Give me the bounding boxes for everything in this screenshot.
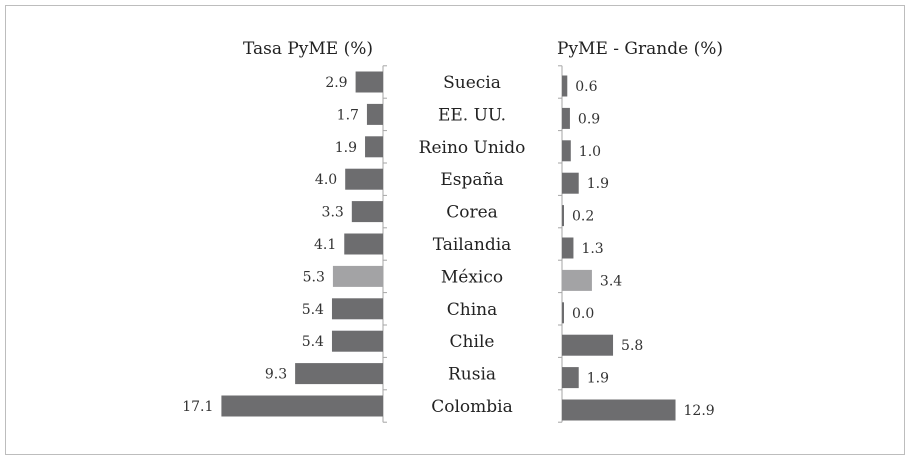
left-bar-value-label: 4.1 <box>314 237 336 253</box>
chart-frame <box>5 5 905 455</box>
category-label: España <box>440 170 503 190</box>
left-bar-value-label: 4.0 <box>315 172 337 188</box>
right-bar-value-label: 0.6 <box>575 79 597 95</box>
category-label: Tailandia <box>433 235 512 255</box>
category-label: Corea <box>446 203 498 223</box>
right-bar-value-label: 0.9 <box>578 111 600 127</box>
category-label: Reino Unido <box>419 138 526 158</box>
right-bar-value-label: 1.0 <box>579 144 601 160</box>
left-bar-value-label: 2.9 <box>325 75 347 91</box>
left-bar <box>366 103 383 125</box>
left-bar-value-label: 3.3 <box>322 205 344 221</box>
right-bar-value-label: 1.9 <box>587 176 609 192</box>
right-bar <box>562 399 676 421</box>
category-label: Chile <box>450 332 495 352</box>
right-bar <box>562 237 574 259</box>
right-bar-value-label: 12.9 <box>684 403 715 419</box>
left-bar <box>344 233 383 255</box>
right-bar-value-label: 0.0 <box>572 306 594 322</box>
right-bar <box>562 334 614 356</box>
left-bar-value-label: 5.4 <box>302 334 324 350</box>
left-bar-value-label: 5.4 <box>302 302 324 318</box>
left-series-title: Tasa PyME (%) <box>243 39 373 59</box>
left-bar <box>355 71 383 93</box>
left-bar <box>351 201 383 223</box>
right-bar <box>562 75 568 97</box>
right-bar <box>562 302 564 324</box>
right-bar <box>562 205 564 227</box>
left-bar <box>331 298 383 320</box>
right-bar <box>562 107 570 129</box>
right-bar <box>562 367 579 389</box>
category-label: México <box>441 267 503 287</box>
right-bar-value-label: 1.9 <box>587 371 609 387</box>
right-bar-value-label: 0.2 <box>572 209 594 225</box>
left-bar <box>295 363 383 385</box>
left-bar-value-label: 9.3 <box>265 367 287 383</box>
right-bar-value-label: 5.8 <box>621 338 643 354</box>
left-bar-value-label: 17.1 <box>182 399 213 415</box>
right-bar <box>562 140 571 162</box>
category-label: Suecia <box>443 73 501 93</box>
left-bar <box>365 136 383 158</box>
category-label: EE. UU. <box>438 105 506 125</box>
right-bar <box>562 172 579 194</box>
left-bar <box>331 330 383 352</box>
right-bar-value-label: 1.3 <box>581 241 603 257</box>
left-bar <box>221 395 383 417</box>
left-bar-value-label: 1.9 <box>335 140 357 156</box>
left-bar <box>345 168 383 190</box>
category-label: China <box>447 300 497 320</box>
right-series-title: PyME - Grande (%) <box>557 39 723 59</box>
category-label: Rusia <box>448 365 496 385</box>
left-bar-value-label: 5.3 <box>303 269 325 285</box>
right-bar <box>562 269 592 291</box>
left-bar-value-label: 1.7 <box>337 107 359 123</box>
category-label: Colombia <box>431 397 513 417</box>
left-bar <box>332 265 383 287</box>
right-bar-value-label: 3.4 <box>600 273 622 289</box>
